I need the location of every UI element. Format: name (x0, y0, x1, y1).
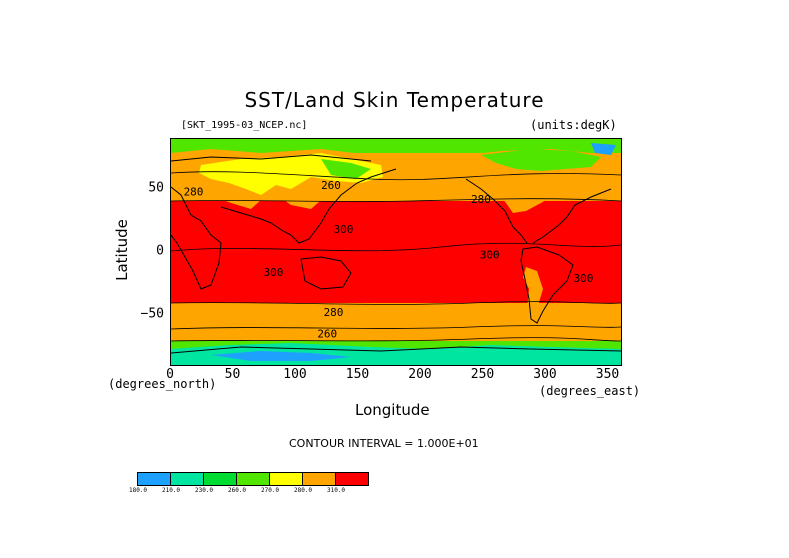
x-tick-label: 100 (283, 367, 307, 382)
colorbar-label: 180.0 (128, 487, 148, 494)
contour-line (171, 171, 621, 181)
australia-outline (300, 256, 352, 290)
arctic-coast-outline (171, 154, 372, 162)
contour-label: 300 (264, 266, 284, 279)
x-tick-label: 50 (224, 367, 241, 382)
units-label: (units:degK) (530, 118, 617, 132)
colorbar-label: 280.0 (293, 487, 313, 494)
south-america-outline (520, 246, 574, 324)
colorbar (137, 472, 369, 486)
colorbar-label: 270.0 (260, 487, 280, 494)
andes-region (523, 267, 543, 317)
north-america-west-outline (465, 178, 528, 244)
temperature-map: 280 260 280 300 300 300 300 280 260 (170, 138, 622, 366)
antarctica-coldest (211, 351, 351, 361)
colorbar-label: 210.0 (161, 487, 181, 494)
colorbar-label: 310.0 (326, 487, 346, 494)
x-tick-label: 150 (345, 367, 370, 382)
band-south-mid (171, 303, 621, 341)
y-tick-label: 0 (156, 243, 164, 259)
contour-label: 260 (317, 327, 337, 340)
x-axis-unit-left: (degrees_north) (108, 377, 217, 391)
contour-label: 300 (574, 272, 594, 285)
canada-cold (481, 149, 601, 171)
contour-label: 260 (321, 179, 341, 192)
africa-outline (171, 186, 222, 290)
contour-line (171, 337, 621, 342)
contour-label: 280 (184, 186, 204, 199)
asia-outline (220, 168, 397, 244)
siberia-coldest (321, 159, 371, 179)
x-tick-label: 0 (166, 367, 174, 382)
contour-label: 300 (334, 223, 354, 236)
x-tick-label: 350 (595, 367, 620, 382)
colorbar-swatch (204, 473, 237, 485)
band-arctic (171, 139, 621, 153)
contour-labels: 280 260 280 300 300 300 300 280 260 (184, 179, 594, 340)
colorbar-swatch (336, 473, 368, 485)
colorbar-swatch (270, 473, 303, 485)
contour-line (171, 242, 621, 252)
contour-line (171, 301, 621, 305)
antarctica-outline (171, 346, 621, 354)
x-tick-label: 250 (470, 367, 495, 382)
map-title: SST/Land Skin Temperature (244, 88, 545, 112)
band-tropics (171, 201, 621, 303)
colorbar-swatch (237, 473, 270, 485)
y-tick-label: −50 (140, 306, 164, 322)
file-name-label: [SKT_1995-03_NCEP.nc] (181, 120, 308, 131)
x-axis-label: Longitude (355, 401, 430, 419)
coastlines (171, 154, 621, 354)
x-tick-label: 300 (533, 367, 557, 382)
greenland-cold (591, 143, 616, 155)
x-tick-label: 200 (408, 367, 432, 382)
contour-interval-text: CONTOUR INTERVAL = 1.000E+01 (289, 437, 479, 450)
contour-label: 280 (324, 306, 344, 319)
temperature-map-svg: 280 260 280 300 300 300 300 280 260 (171, 139, 621, 365)
contour-label: 280 (471, 193, 491, 206)
contour-label: 300 (480, 248, 500, 261)
x-axis-unit-right: (degrees_east) (539, 384, 641, 398)
contour-lines (171, 171, 621, 342)
colorbar-swatch (171, 473, 204, 485)
y-axis-label: Latitude (113, 219, 131, 281)
colorbar-swatch (138, 473, 171, 485)
colorbar-label: 230.0 (194, 487, 214, 494)
contour-line (171, 198, 621, 202)
north-america-east-outline (532, 188, 612, 244)
contour-line (171, 325, 621, 330)
colorbar-label: 260.0 (227, 487, 247, 494)
y-tick-label: 50 (148, 180, 164, 196)
colorbar-swatch (303, 473, 336, 485)
